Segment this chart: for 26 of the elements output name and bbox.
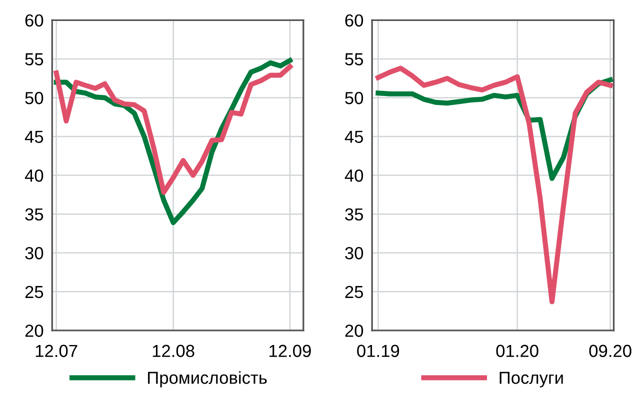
x-tick-label: 01.20 bbox=[496, 344, 538, 358]
y-tick-label: 35 bbox=[25, 208, 44, 221]
y-tick-label: 30 bbox=[25, 247, 44, 260]
y-tick-label: 40 bbox=[24, 169, 44, 182]
y-tick-label: 40 bbox=[344, 169, 364, 182]
x-tick-label: 09.20 bbox=[589, 344, 632, 358]
y-tick-label: 55 bbox=[345, 53, 363, 66]
x-tick-label: 12.07 bbox=[36, 344, 78, 358]
legend-label: Послуги bbox=[500, 372, 563, 388]
y-tick-label: 60 bbox=[25, 14, 44, 27]
y-tick-label: 55 bbox=[25, 53, 44, 66]
y-tick-label: 30 bbox=[345, 247, 364, 260]
x-tick-label: 01.19 bbox=[357, 344, 400, 358]
x-tick-label: 12.08 bbox=[152, 344, 194, 358]
y-tick-label: 25 bbox=[345, 286, 363, 298]
y-tick-label: 20 bbox=[25, 324, 44, 337]
y-tick-label: 45 bbox=[344, 130, 363, 143]
y-tick-label: 45 bbox=[24, 130, 44, 143]
x-tick-label: 12.09 bbox=[270, 344, 311, 358]
y-tick-label: 25 bbox=[25, 286, 44, 298]
y-tick-label: 60 bbox=[345, 14, 364, 27]
y-tick-label: 35 bbox=[345, 208, 363, 221]
y-tick-label: 50 bbox=[345, 92, 364, 104]
legend-label: Промисловість bbox=[148, 371, 267, 388]
y-tick-label: 50 bbox=[25, 92, 44, 104]
y-tick-label: 20 bbox=[345, 324, 364, 337]
